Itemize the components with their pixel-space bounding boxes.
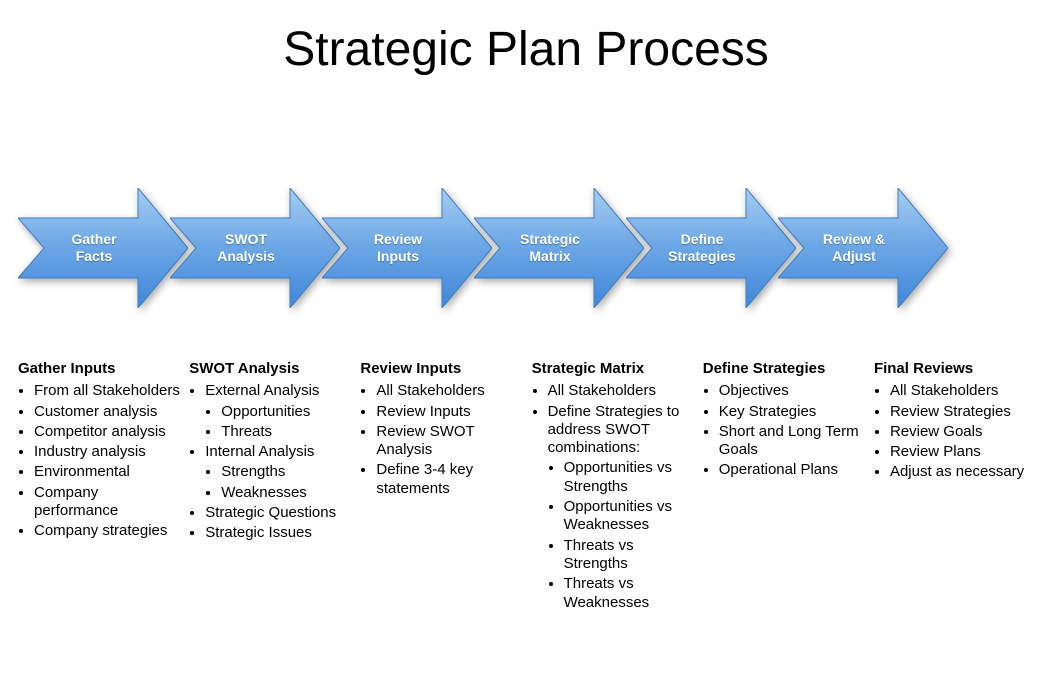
detail-column: Define Strategies Objectives Key Strategie… [703, 360, 867, 614]
list-item: Opportunities [221, 403, 353, 421]
list-item: Company performance [34, 484, 182, 521]
process-step-arrow: Strategic Matrix [474, 188, 644, 308]
list-item: Review Inputs [376, 403, 524, 421]
process-step-arrow: SWOT Analysis [170, 188, 340, 308]
list-item: Customer analysis [34, 403, 182, 421]
page-title: Strategic Plan Process [0, 22, 1052, 77]
list-item: Competitor analysis [34, 423, 182, 441]
arrow-label: Strategic Matrix [500, 188, 600, 308]
detail-column: Final Reviews All Stakeholders Review Stra… [874, 360, 1038, 614]
column-list: All Stakeholders Define Strategies to add… [532, 382, 696, 612]
list-item: Short and Long Term Goals [719, 423, 867, 460]
list-item: Review Goals [890, 423, 1038, 441]
list-item: Review Plans [890, 443, 1038, 461]
list-item: Adjust as necessary [890, 463, 1038, 481]
process-step-arrow: Review & Adjust [778, 188, 948, 308]
list-item: All Stakeholders [548, 382, 696, 400]
list-item: Opportunities vs Weaknesses [564, 498, 696, 535]
process-arrows-row: Gather Facts SWOT Analysis Review Inputs… [18, 188, 1038, 308]
list-item: Internal AnalysisStrengthsWeaknesses [205, 443, 353, 502]
sub-list: Opportunities vs StrengthsOpportunities … [548, 459, 696, 611]
list-item: Strategic Issues [205, 524, 353, 542]
list-item: Operational Plans [719, 461, 867, 479]
list-item: Objectives [719, 382, 867, 400]
arrow-label: Review & Adjust [804, 188, 904, 308]
process-step-arrow: Gather Facts [18, 188, 188, 308]
list-item: Threats vs Weaknesses [564, 575, 696, 612]
detail-column: Review Inputs All Stakeholders Review Inpu… [360, 360, 524, 614]
arrow-label: Review Inputs [348, 188, 448, 308]
column-heading: SWOT Analysis [189, 360, 353, 378]
column-heading: Strategic Matrix [532, 360, 696, 378]
list-item: Strengths [221, 463, 353, 481]
list-item: Define 3-4 key statements [376, 461, 524, 498]
arrow-label: Define Strategies [652, 188, 752, 308]
column-heading: Gather Inputs [18, 360, 182, 378]
list-item: Threats vs Strengths [564, 537, 696, 574]
arrow-label: SWOT Analysis [196, 188, 296, 308]
column-list: All Stakeholders Review Strategies Review … [874, 382, 1038, 481]
process-step-arrow: Define Strategies [626, 188, 796, 308]
list-item: Weaknesses [221, 484, 353, 502]
detail-column: Strategic Matrix All Stakeholders Define S… [532, 360, 696, 614]
list-item: Strategic Questions [205, 504, 353, 522]
list-item: Review Strategies [890, 403, 1038, 421]
column-heading: Define Strategies [703, 360, 867, 378]
arrow-label: Gather Facts [44, 188, 144, 308]
list-item: Review SWOT Analysis [376, 423, 524, 460]
column-list: Objectives Key Strategies Short and Long T… [703, 382, 867, 479]
column-heading: Review Inputs [360, 360, 524, 378]
list-item: Threats [221, 423, 353, 441]
list-item: From all Stakeholders [34, 382, 182, 400]
sub-list: Opportunities Threats [205, 403, 353, 442]
detail-column: Gather Inputs From all Stakeholders Custom… [18, 360, 182, 614]
detail-columns: Gather Inputs From all Stakeholders Custom… [18, 360, 1038, 614]
list-item: External AnalysisOpportunitiesThreats [205, 382, 353, 441]
column-list: External AnalysisOpportunitiesThreatsInt… [189, 382, 353, 542]
column-heading: Final Reviews [874, 360, 1038, 378]
list-item: Industry analysis [34, 443, 182, 461]
page: Strategic Plan Process Gather Facts SWOT… [0, 0, 1052, 684]
list-item: Environmental [34, 463, 182, 481]
list-item: Define Strategies to address SWOT combin… [548, 403, 696, 612]
sub-list: Strengths Weaknesses [205, 463, 353, 502]
list-item: All Stakeholders [376, 382, 524, 400]
column-list: From all Stakeholders Customer analysis Co… [18, 382, 182, 540]
process-step-arrow: Review Inputs [322, 188, 492, 308]
column-list: All Stakeholders Review Inputs Review SWOT… [360, 382, 524, 498]
list-item: All Stakeholders [890, 382, 1038, 400]
detail-column: SWOT AnalysisExternal AnalysisOpportunit… [189, 360, 353, 614]
list-item: Company strategies [34, 522, 182, 540]
list-item: Opportunities vs Strengths [564, 459, 696, 496]
list-item: Key Strategies [719, 403, 867, 421]
